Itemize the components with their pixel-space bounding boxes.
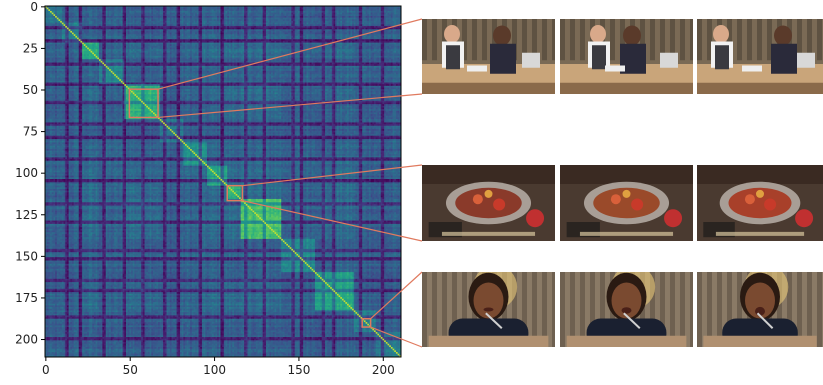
heatmap-cells [45, 6, 401, 357]
